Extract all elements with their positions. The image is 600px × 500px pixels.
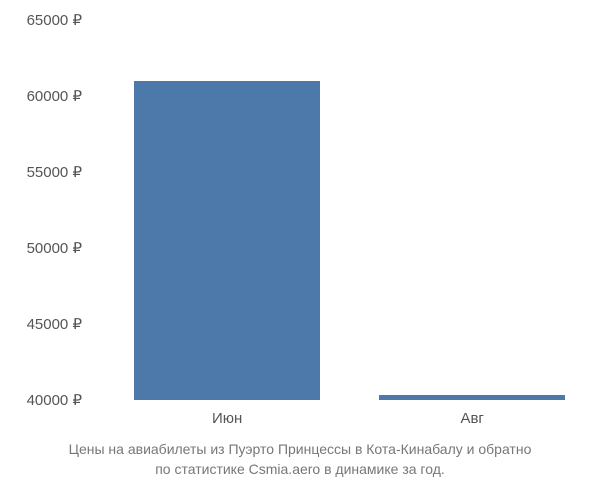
y-tick-label: 55000 ₽: [27, 163, 82, 181]
caption-line-2: по статистике Csmia.aero в динамике за г…: [155, 461, 445, 477]
bar: [379, 395, 565, 400]
y-tick-label: 60000 ₽: [27, 87, 82, 105]
y-tick-label: 65000 ₽: [27, 11, 82, 29]
x-tick-label: Авг: [460, 410, 483, 427]
y-tick-label: 45000 ₽: [27, 315, 82, 333]
y-tick-label: 50000 ₽: [27, 239, 82, 257]
price-chart: 40000 ₽ 45000 ₽ 50000 ₽ 55000 ₽ 60000 ₽ 65000…: [0, 0, 600, 500]
y-tick-label: 40000 ₽: [27, 391, 82, 409]
chart-caption: Цены на авиабилеты из Пуэрто Принцессы в…: [0, 440, 600, 479]
bar: [134, 81, 320, 400]
plot-area: 40000 ₽45000 ₽50000 ₽55000 ₽60000 ₽65000…: [90, 20, 580, 400]
x-tick-label: Июн: [212, 410, 242, 427]
caption-line-1: Цены на авиабилеты из Пуэрто Принцессы в…: [69, 441, 532, 457]
